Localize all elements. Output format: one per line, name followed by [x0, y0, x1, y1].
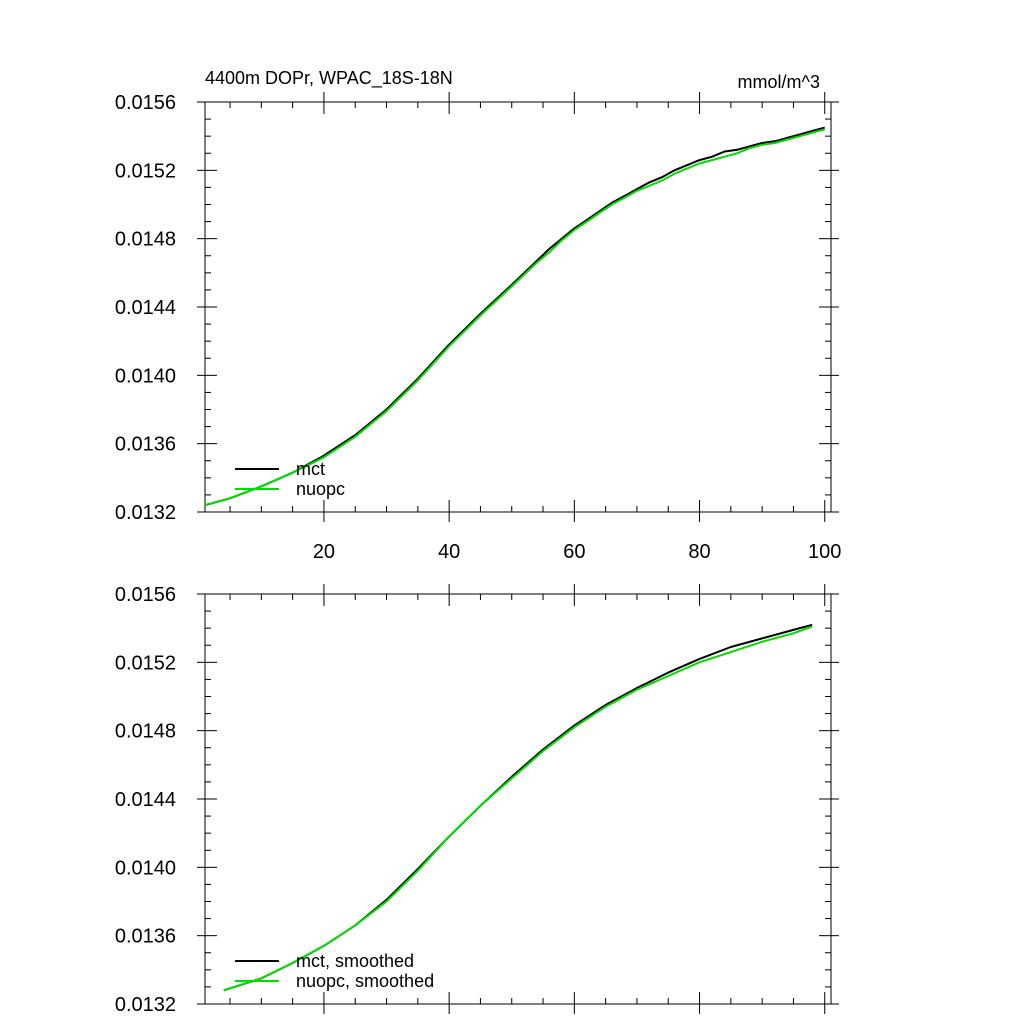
x-tick-label: 80: [688, 541, 710, 563]
units-label: mmol/m^3: [738, 72, 820, 92]
y-tick-label: 0.0156: [115, 92, 176, 114]
y-tick-label: 0.0132: [115, 502, 176, 524]
y-tick-label: 0.0144: [115, 789, 176, 811]
legend-label-1: nuopc, smoothed: [296, 971, 434, 991]
y-tick-label: 0.0148: [115, 229, 176, 251]
series-line-0: [223, 623, 813, 992]
y-tick-label: 0.0156: [115, 584, 176, 606]
plot-area-top: [204, 101, 832, 513]
x-tick-label: 20: [313, 541, 335, 563]
y-tick-label: 0.0140: [115, 365, 176, 387]
chart-title: 4400m DOPr, WPAC_18S-18N: [205, 68, 453, 89]
series-line-0: [204, 126, 825, 507]
y-tick-label: 0.0136: [115, 434, 176, 456]
y-tick-label: 0.0140: [115, 857, 176, 879]
y-tick-label: 0.0132: [115, 994, 176, 1016]
legend-label-1: nuopc: [296, 479, 345, 499]
plot-marks-top: 20 40 60 80 100 0.0132 0.0136 0.0140 0.0144 0.014…: [115, 92, 841, 563]
plot-marks-bottom: 0.0132 0.0136 0.0140 0.0144 0.0148 0.0152 0.01…: [115, 584, 839, 1016]
y-tick-label: 0.0152: [115, 652, 176, 674]
x-tick-label: 60: [563, 541, 585, 563]
plot-area-bottom: [204, 593, 832, 1005]
series-line-1: [223, 625, 813, 992]
x-tick-label: 40: [438, 541, 460, 563]
y-tick-label: 0.0144: [115, 297, 176, 319]
legend-label-0: mct: [296, 459, 325, 479]
bottom-panel: 0.0132 0.0136 0.0140 0.0144 0.0148 0.0152 0.01…: [115, 584, 839, 1016]
top-panel: 4400m DOPr, WPAC_18S-18N mmol/m^3 20 40 60…: [115, 68, 842, 563]
y-tick-label: 0.0148: [115, 721, 176, 743]
series-line-1: [204, 128, 825, 507]
y-tick-label: 0.0152: [115, 160, 176, 182]
x-tick-label: 100: [808, 541, 841, 563]
y-tick-label: 0.0136: [115, 926, 176, 948]
legend-label-0: mct, smoothed: [296, 951, 414, 971]
